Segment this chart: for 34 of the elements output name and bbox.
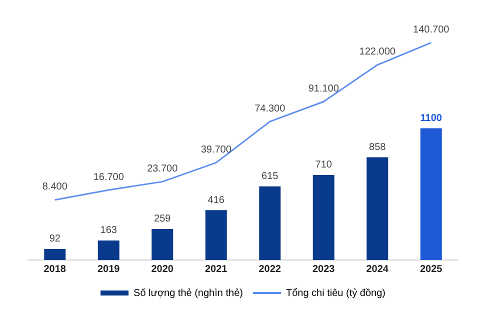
data-label: 91.100 <box>308 83 340 94</box>
bar <box>44 248 66 260</box>
bar <box>152 228 174 260</box>
data-label: 16.700 <box>93 172 124 183</box>
data-label: 140.700 <box>413 24 450 36</box>
bar <box>259 186 281 260</box>
data-label: 92 <box>49 234 61 245</box>
x-tick-label: 2025 <box>420 264 443 275</box>
bar <box>420 128 442 260</box>
data-label: 163 <box>100 225 118 236</box>
x-tick-label: 2021 <box>205 264 228 275</box>
data-label: 1100 <box>420 112 442 124</box>
data-label: 122.000 <box>359 46 396 58</box>
x-tick-label: 2020 <box>151 264 174 275</box>
x-tick-label: 2022 <box>258 264 282 275</box>
legend-label: Số lượng thẻ (nghìn thẻ) <box>134 288 243 299</box>
legend-label: Tổng chi tiêu (tỷ đồng) <box>286 286 386 299</box>
x-tick-label: 2023 <box>312 264 336 275</box>
data-label: 858 <box>369 142 386 153</box>
data-label: 615 <box>262 171 279 182</box>
bar <box>98 240 120 260</box>
x-tick-label: 2024 <box>366 264 389 275</box>
x-tick-label: 2018 <box>44 264 66 275</box>
data-label: 259 <box>154 214 172 225</box>
data-label: 74.300 <box>254 103 286 114</box>
bar <box>205 210 227 260</box>
x-tick-label: 2019 <box>98 264 120 275</box>
data-label: 23.700 <box>147 163 178 174</box>
data-label: 39.700 <box>200 144 232 156</box>
bar <box>366 157 388 260</box>
data-label: 710 <box>315 160 332 171</box>
data-label: 8.400 <box>42 182 68 193</box>
data-label: 416 <box>208 194 225 206</box>
bar <box>312 174 334 260</box>
